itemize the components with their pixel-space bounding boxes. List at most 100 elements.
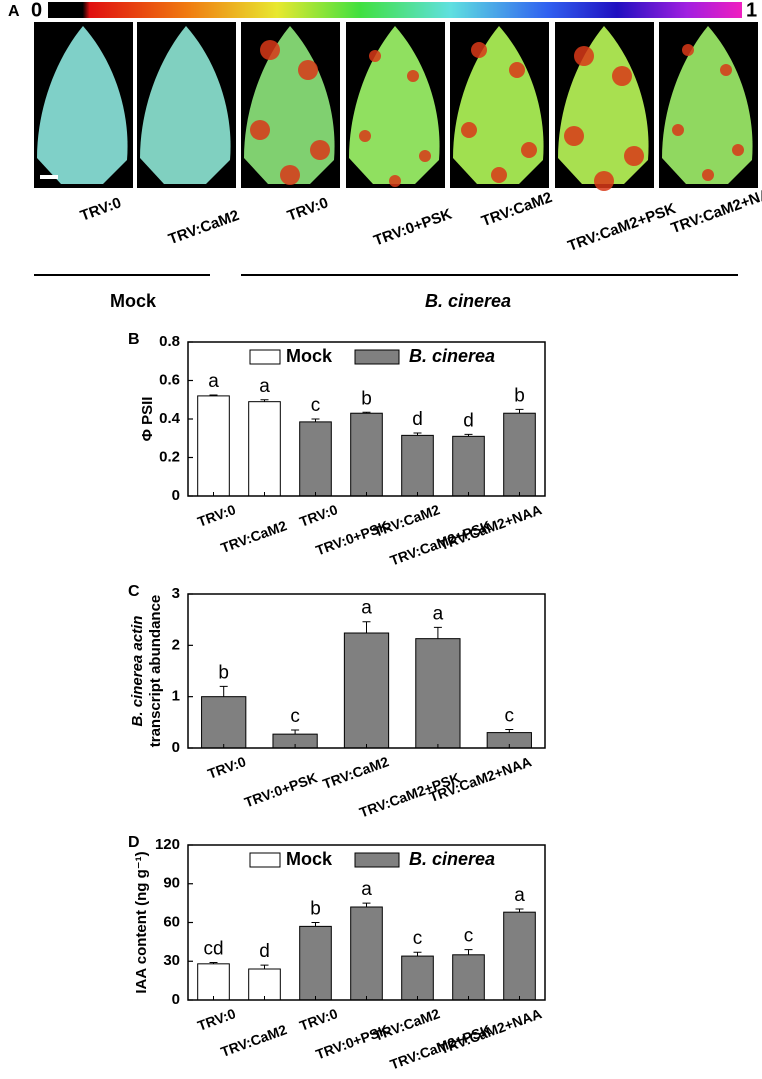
significance-letter: c bbox=[413, 928, 423, 949]
bar bbox=[201, 696, 247, 749]
y-tick-label: 2 bbox=[172, 636, 180, 653]
bar bbox=[503, 412, 536, 497]
x-tick-label: TRV:0 bbox=[205, 753, 248, 782]
leaf-label: TRV:CaM2 bbox=[479, 189, 554, 230]
significance-letter: a bbox=[514, 885, 525, 906]
legend-label: B. cinerea bbox=[409, 849, 495, 869]
significance-letter: d bbox=[463, 410, 474, 431]
leaf bbox=[37, 26, 128, 184]
bar bbox=[401, 955, 434, 1001]
leaf-images bbox=[34, 22, 758, 191]
bar bbox=[197, 395, 230, 497]
y-tick-label: 90 bbox=[163, 875, 180, 892]
lesion bbox=[250, 120, 270, 140]
error-bar bbox=[515, 408, 524, 414]
y-tick-label: 0.8 bbox=[159, 333, 180, 350]
lesion bbox=[612, 66, 632, 86]
significance-letter: c bbox=[311, 395, 321, 416]
lesion bbox=[471, 42, 487, 58]
leaf bbox=[140, 26, 231, 184]
x-tick-label: TRV:CaM2 bbox=[371, 1005, 441, 1044]
significance-letter: cd bbox=[203, 939, 223, 960]
significance-letter: a bbox=[208, 371, 219, 392]
lesion bbox=[594, 171, 614, 191]
legend-label: Mock bbox=[286, 346, 333, 366]
y-tick-label: 3 bbox=[172, 585, 180, 602]
scale-bar bbox=[40, 175, 58, 179]
significance-letter: c bbox=[505, 706, 515, 727]
error-bar bbox=[219, 685, 228, 697]
bar bbox=[350, 906, 383, 1001]
y-tick-label: 0.2 bbox=[159, 448, 180, 465]
legend-label: Mock bbox=[286, 849, 333, 869]
y-tick-label: 120 bbox=[155, 836, 180, 853]
bar bbox=[350, 412, 383, 497]
lesion bbox=[310, 140, 330, 160]
x-tick-label: TRV:CaM2 bbox=[371, 501, 441, 540]
significance-letter: d bbox=[259, 941, 270, 962]
legend-swatch bbox=[249, 852, 281, 868]
colorbar-max: 1 bbox=[746, 0, 757, 21]
significance-letter: a bbox=[361, 879, 372, 900]
error-bar bbox=[362, 411, 371, 414]
error-bar bbox=[362, 621, 371, 634]
significance-letter: c bbox=[290, 706, 300, 727]
leaf bbox=[349, 26, 440, 184]
panel-label: C bbox=[128, 583, 140, 600]
lesion bbox=[280, 165, 300, 185]
lesion bbox=[702, 169, 714, 181]
bar bbox=[415, 638, 461, 749]
x-tick-label: TRV:0 bbox=[195, 1005, 238, 1034]
colorbar bbox=[48, 2, 742, 18]
bar bbox=[452, 435, 485, 497]
significance-letter: b bbox=[218, 662, 229, 683]
x-tick-label: TRV:CaM2 bbox=[320, 753, 390, 792]
x-tick-label: TRV:CaM2 bbox=[218, 517, 288, 556]
lesion bbox=[298, 60, 318, 80]
error-bar bbox=[505, 729, 514, 733]
y-tick-label: 0.4 bbox=[159, 410, 181, 427]
error-bar bbox=[209, 394, 218, 396]
y-axis-label: Φ PSII bbox=[139, 397, 156, 442]
x-tick-label: TRV:CaM2+NAA bbox=[437, 501, 543, 553]
leaf-label: TRV:CaM2+NAA bbox=[669, 182, 762, 237]
lesion bbox=[260, 40, 280, 60]
y-tick-label: 0.6 bbox=[159, 371, 180, 388]
lesion bbox=[682, 44, 694, 56]
x-tick-label: TRV:0 bbox=[195, 501, 238, 530]
y-tick-label: 0 bbox=[172, 991, 180, 1008]
lesion bbox=[624, 146, 644, 166]
panel-label: B bbox=[128, 331, 140, 348]
error-bar bbox=[464, 949, 473, 955]
lesion bbox=[491, 167, 507, 183]
y-tick-label: 60 bbox=[163, 913, 180, 930]
x-tick-label: TRV:0+PSK bbox=[242, 769, 319, 810]
significance-letter: b bbox=[361, 388, 372, 409]
legend-swatch bbox=[354, 349, 400, 365]
lesion bbox=[672, 124, 684, 136]
lesion bbox=[574, 46, 594, 66]
x-tick-label: TRV:CaM2 bbox=[218, 1021, 288, 1060]
error-bar bbox=[311, 922, 320, 927]
error-bar bbox=[311, 418, 320, 422]
lesion bbox=[407, 70, 419, 82]
significance-letter: c bbox=[464, 926, 474, 947]
error-bar bbox=[464, 433, 473, 437]
y-tick-label: 30 bbox=[163, 952, 180, 969]
error-bar bbox=[260, 399, 269, 402]
lesion bbox=[369, 50, 381, 62]
y-axis-label: B. cinerea actin bbox=[129, 616, 146, 727]
significance-letter: a bbox=[361, 598, 372, 619]
panel-label: D bbox=[128, 834, 140, 851]
bar bbox=[343, 632, 390, 749]
lesion bbox=[732, 144, 744, 156]
significance-letter: b bbox=[514, 385, 525, 406]
legend-swatch bbox=[354, 852, 400, 868]
y-axis-label: transcript abundance bbox=[147, 595, 164, 748]
significance-letter: a bbox=[433, 603, 444, 624]
lesion bbox=[359, 130, 371, 142]
y-tick-label: 0 bbox=[172, 487, 180, 504]
bar bbox=[248, 401, 281, 497]
colorbar-min: 0 bbox=[31, 0, 42, 21]
error-bar bbox=[433, 626, 442, 639]
